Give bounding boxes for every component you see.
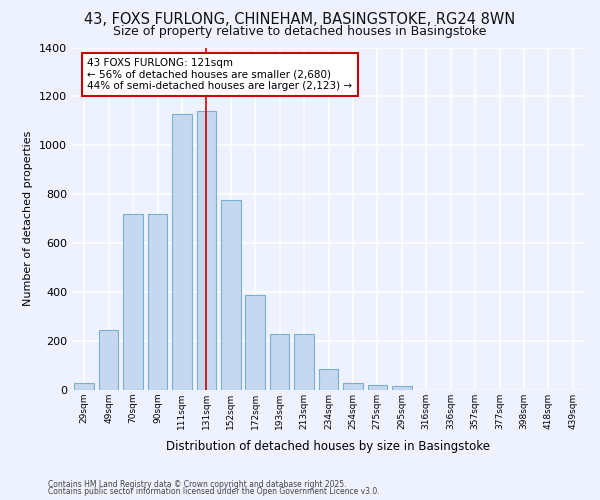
Bar bbox=[270, 334, 289, 390]
X-axis label: Distribution of detached houses by size in Basingstoke: Distribution of detached houses by size … bbox=[167, 440, 491, 454]
Bar bbox=[245, 294, 265, 390]
Bar bbox=[124, 214, 143, 390]
Bar bbox=[221, 200, 241, 390]
Bar bbox=[99, 330, 118, 390]
Bar bbox=[197, 111, 216, 390]
Bar bbox=[172, 114, 192, 390]
Text: Contains public sector information licensed under the Open Government Licence v3: Contains public sector information licen… bbox=[48, 487, 380, 496]
Bar bbox=[294, 334, 314, 390]
Y-axis label: Number of detached properties: Number of detached properties bbox=[23, 131, 34, 306]
Bar bbox=[392, 386, 412, 390]
Text: 43, FOXS FURLONG, CHINEHAM, BASINGSTOKE, RG24 8WN: 43, FOXS FURLONG, CHINEHAM, BASINGSTOKE,… bbox=[85, 12, 515, 28]
Bar bbox=[148, 214, 167, 390]
Bar bbox=[74, 382, 94, 390]
Bar bbox=[343, 382, 362, 390]
Text: 43 FOXS FURLONG: 121sqm
← 56% of detached houses are smaller (2,680)
44% of semi: 43 FOXS FURLONG: 121sqm ← 56% of detache… bbox=[88, 58, 353, 91]
Text: Contains HM Land Registry data © Crown copyright and database right 2025.: Contains HM Land Registry data © Crown c… bbox=[48, 480, 347, 489]
Bar bbox=[368, 385, 387, 390]
Text: Size of property relative to detached houses in Basingstoke: Size of property relative to detached ho… bbox=[113, 25, 487, 38]
Bar bbox=[319, 369, 338, 390]
